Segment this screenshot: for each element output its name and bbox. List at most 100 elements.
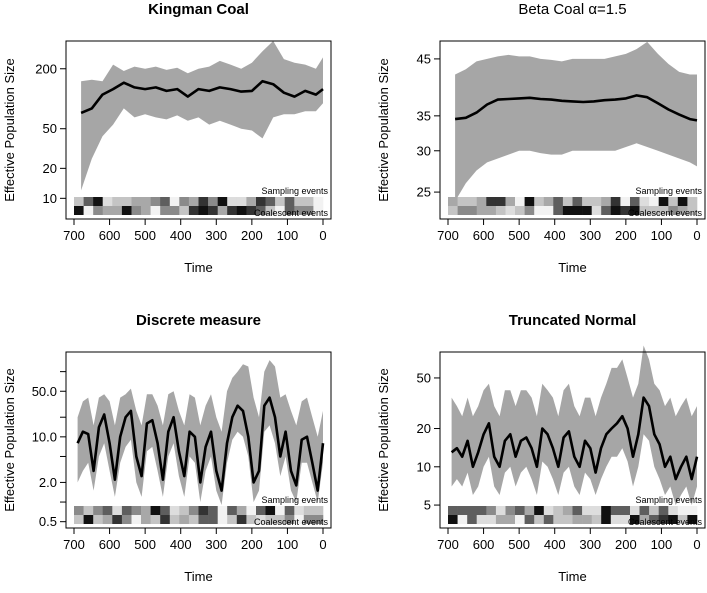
- x-tick-label: 100: [651, 228, 673, 243]
- chart-title: Discrete measure: [136, 312, 261, 329]
- sampling-event-block: [150, 197, 161, 206]
- coalescent-event-block: [582, 515, 592, 524]
- x-tick-label: 500: [508, 537, 530, 552]
- x-tick-label: 400: [170, 537, 192, 552]
- x-tick-label: 100: [651, 537, 673, 552]
- x-tick-label: 200: [615, 228, 637, 243]
- coalescent-event-block: [74, 206, 84, 215]
- y-tick-label: 10.0: [32, 429, 57, 444]
- sampling-event-block: [448, 197, 458, 206]
- coalescent-event-block: [74, 515, 84, 524]
- coalescent-event-block: [112, 515, 123, 524]
- coalescent-event-block: [284, 515, 295, 524]
- coalescent-event-block: [131, 206, 142, 215]
- plot-frame: [65, 40, 332, 220]
- x-tick-label: 600: [99, 537, 121, 552]
- sampling-event-block: [630, 197, 640, 206]
- x-tick-label: 500: [134, 537, 156, 552]
- sampling-event-block: [515, 506, 525, 515]
- panel-1: Sampling events Coalescent events 700 600 50…: [2, 1, 332, 275]
- coalescent-event-block: [467, 206, 478, 215]
- coalescent-event-block: [591, 206, 602, 215]
- x-tick-label: 300: [205, 228, 227, 243]
- coalescent-event-block: [275, 515, 285, 524]
- coalescent-event-block: [294, 206, 305, 215]
- x-tick-label: 600: [473, 537, 495, 552]
- coalescent-events-label: Coalescent events: [254, 517, 329, 527]
- coalescent-event-block: [208, 515, 218, 524]
- sampling-event-block: [582, 506, 592, 515]
- sampling-event-block: [534, 197, 545, 206]
- sampling-event-block: [476, 506, 487, 515]
- sampling-event-block: [505, 197, 516, 206]
- median-line: [454, 94, 698, 122]
- sampling-event-block: [131, 197, 142, 206]
- sampling-event-block: [275, 197, 285, 206]
- sampling-event-block: [160, 506, 171, 515]
- coalescent-event-block: [543, 206, 554, 215]
- coalescent-event-block: [160, 206, 171, 215]
- coalescent-event-block: [265, 515, 276, 524]
- y-tick-label: 20: [43, 161, 57, 176]
- sampling-event-block: [236, 506, 247, 515]
- x-tick-label: 300: [579, 228, 601, 243]
- sampling-event-block: [687, 197, 698, 206]
- coalescent-event-block: [141, 515, 151, 524]
- sampling-event-block: [495, 506, 506, 515]
- coalescent-events-label: Coalescent events: [628, 208, 703, 218]
- coalescent-event-block: [448, 206, 458, 215]
- sampling-event-block: [677, 197, 688, 206]
- sampling-event-block: [476, 197, 487, 206]
- sampling-event-block: [524, 197, 535, 206]
- sampling-event-block: [198, 197, 209, 206]
- coalescent-event-block: [188, 515, 199, 524]
- sampling-event-block: [649, 506, 659, 515]
- coalescent-event-block: [256, 515, 266, 524]
- coalescent-event-block: [448, 515, 458, 524]
- sampling-event-block: [208, 506, 218, 515]
- x-tick-label: 300: [579, 537, 601, 552]
- sampling-event-block: [639, 506, 650, 515]
- sampling-event-block: [256, 506, 266, 515]
- x-axis-label: Time: [558, 569, 586, 584]
- sampling-event-block: [534, 506, 545, 515]
- sampling-event-block: [486, 506, 497, 515]
- sampling-event-block: [179, 197, 190, 206]
- coalescent-event-block: [169, 515, 180, 524]
- coalescent-event-block: [457, 515, 468, 524]
- y-tick-label: 30: [417, 143, 431, 158]
- sampling-event-block: [198, 506, 209, 515]
- plot-frame: [439, 40, 706, 220]
- sampling-event-block: [141, 197, 151, 206]
- coalescent-event-block: [217, 515, 228, 524]
- coalescent-event-block: [284, 206, 295, 215]
- sampling-event-block: [303, 506, 314, 515]
- sampling-event-block: [227, 197, 238, 206]
- sampling-event-block: [303, 197, 314, 206]
- sampling-event-block: [668, 197, 679, 206]
- coalescent-event-block: [303, 206, 314, 215]
- sampling-event-block: [208, 197, 218, 206]
- coalescent-event-block: [630, 206, 640, 215]
- coalescent-event-block: [121, 206, 132, 215]
- sampling-event-block: [620, 506, 631, 515]
- coalescent-event-block: [246, 515, 257, 524]
- sampling-event-block: [582, 197, 592, 206]
- coalescent-event-block: [687, 515, 698, 524]
- coalescent-events-label: Coalescent events: [254, 208, 329, 218]
- coalescent-event-block: [534, 206, 545, 215]
- sampling-events-label: Sampling events: [635, 186, 702, 196]
- coalescent-event-block: [313, 515, 324, 524]
- coalescent-event-block: [486, 206, 497, 215]
- sampling-event-block: [313, 506, 324, 515]
- coalescent-event-block: [188, 206, 199, 215]
- x-axis-label: Time: [558, 260, 586, 275]
- coalescent-event-block: [495, 515, 506, 524]
- sampling-event-block: [188, 506, 199, 515]
- coalescent-event-block: [524, 515, 535, 524]
- sampling-event-block: [188, 197, 199, 206]
- sampling-event-block: [610, 506, 621, 515]
- sampling-event-block: [83, 197, 94, 206]
- sampling-event-block: [74, 197, 84, 206]
- sampling-event-block: [515, 197, 525, 206]
